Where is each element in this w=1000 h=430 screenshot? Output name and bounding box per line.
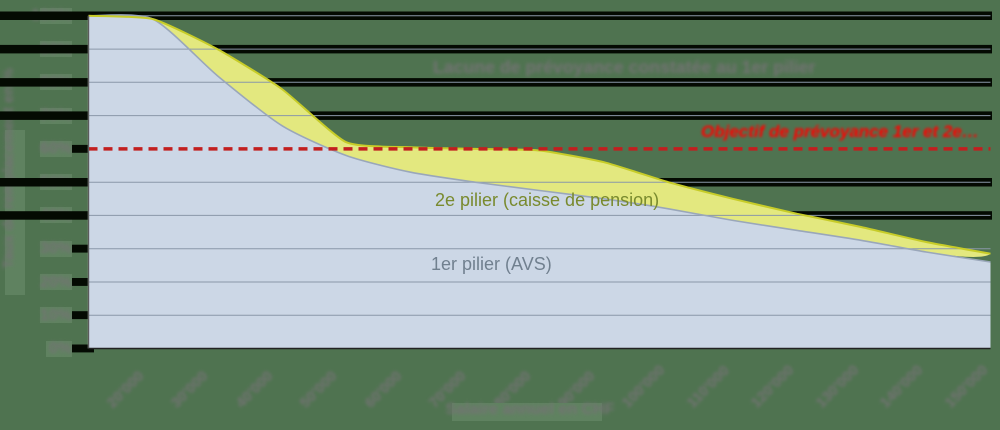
svg-text:2e pilier (caisse de pension): 2e pilier (caisse de pension) (435, 190, 659, 210)
svg-text:1er pilier (AVS): 1er pilier (AVS) (431, 254, 552, 274)
